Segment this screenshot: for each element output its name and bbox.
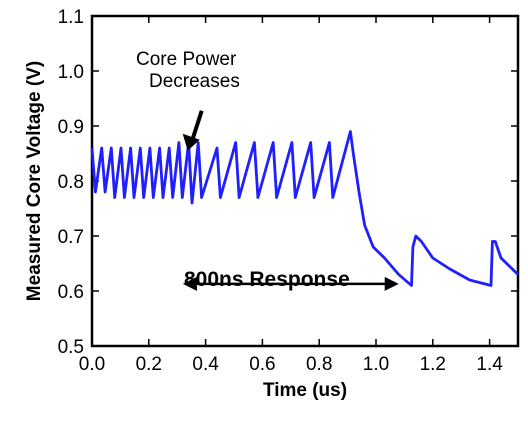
annotation-core-power-line2: Decreases [149,71,240,92]
y-tick-label: 1.0 [58,62,84,83]
y-tick-label: 0.6 [58,282,84,303]
annotation-core-power-arrowhead [182,133,200,151]
annotation-response: 800ns Response [184,268,350,291]
series-line-core-voltage [90,130,519,287]
annotation-core-power-arrow [190,110,204,140]
y-tick-label: 1.1 [58,7,84,28]
ticks-group [91,15,518,347]
annotation-response-arrowhead-right [384,276,399,291]
y-tick-label: 0.5 [58,337,84,358]
x-tick-label: 1.4 [476,354,503,375]
x-tick-label: 0.4 [192,354,219,375]
y-axis-title: Measured Core Voltage (V) [24,61,45,301]
x-tick-label: 0.2 [136,354,162,375]
y-tick-label: 0.8 [58,172,84,193]
x-axis-title: Time (us) [263,380,347,401]
x-tick-label: 1.2 [420,354,446,375]
y-tick-label: 0.7 [58,227,84,248]
x-tick-label: 1.0 [363,354,389,375]
x-tick-label: 0.6 [249,354,275,375]
y-tick-label: 0.9 [58,117,84,138]
x-tick-label: 0.0 [79,354,105,375]
annotation-response-arrowhead-left [182,276,197,291]
x-tick-labels: 0.0 0.2 0.4 0.6 0.8 1.0 1.2 1.4 [79,354,503,375]
annotation-core-power-line1: Core Power [136,49,237,70]
y-tick-labels: 0.5 0.6 0.7 0.8 0.9 1.0 1.1 [58,7,84,358]
x-tick-label: 0.8 [306,354,332,375]
